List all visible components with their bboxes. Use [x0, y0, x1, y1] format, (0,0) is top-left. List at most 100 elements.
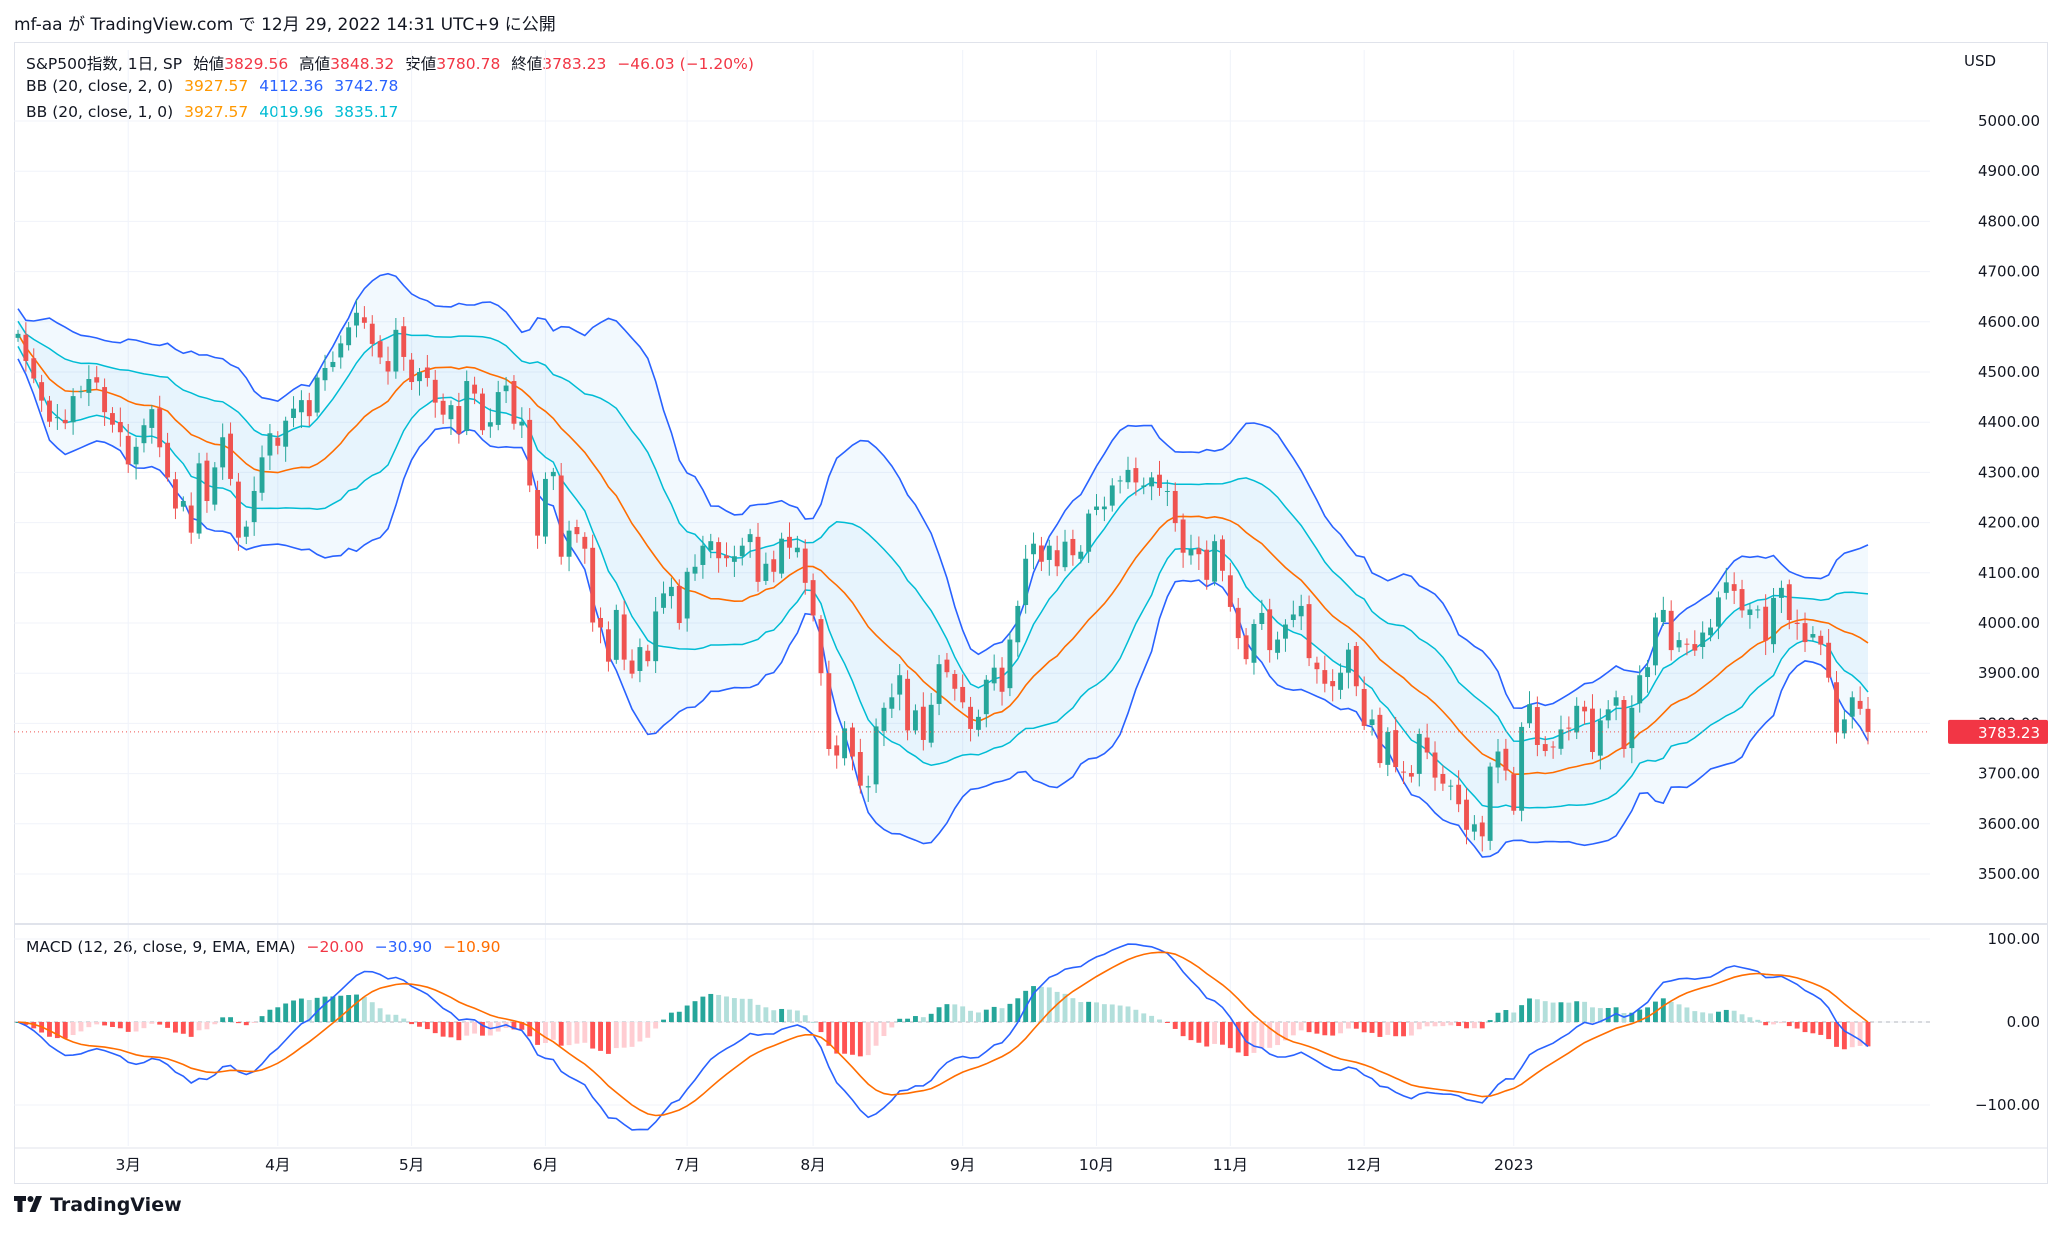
macd-histogram-bar	[605, 1022, 611, 1054]
axes: 5000.00 4900.00 4800.00 4700.00 4600.00 4500.…	[14, 112, 2048, 1174]
candle-body	[1172, 490, 1178, 524]
bb2-lower: 3742.78	[334, 77, 399, 95]
candle-body	[1227, 575, 1233, 607]
macd-histogram-bar	[637, 1022, 643, 1042]
macd-histogram-bar	[1172, 1022, 1178, 1029]
footer-brand[interactable]: TradingView	[14, 1194, 182, 1216]
candle-body	[598, 617, 603, 628]
macd-histogram-bar	[354, 994, 359, 1022]
macd-histogram-bar	[173, 1022, 178, 1033]
macd-histogram-bar	[566, 1022, 572, 1046]
candle-body	[913, 710, 918, 731]
price-tick-label: 4500.00	[1978, 363, 2040, 381]
macd-histogram-bar	[889, 1022, 895, 1028]
macd-histogram-bar	[944, 1004, 950, 1022]
candle-body	[401, 326, 407, 357]
candle-body	[346, 327, 352, 346]
candle-body	[306, 400, 312, 417]
price-tick-label: 3700.00	[1978, 765, 2040, 783]
bb2-legend[interactable]: BB (20, close, 2, 0) 3927.57 4112.36 374…	[26, 77, 404, 95]
macd-histogram-bar	[243, 1022, 249, 1026]
candle-body	[1432, 752, 1438, 778]
macd-histogram-bar	[700, 996, 706, 1022]
publish-header: mf-aa が TradingView.com で 12月 29, 2022 1…	[14, 15, 556, 35]
candle-body	[1204, 549, 1210, 580]
candle-body	[653, 611, 659, 662]
macd-histogram-bar	[724, 996, 729, 1022]
candle-body	[31, 358, 37, 379]
candle-body	[661, 593, 666, 608]
candle-body	[1086, 513, 1092, 552]
candle-body	[267, 433, 273, 456]
candle-body	[1708, 627, 1713, 636]
macd-legend[interactable]: MACD (12, 26, close, 9, EMA, EMA) −20.00…	[26, 938, 506, 956]
macd-histogram-bar	[1755, 1019, 1761, 1022]
macd-histogram-bar	[598, 1022, 603, 1051]
macd-histogram-bar	[1495, 1012, 1501, 1022]
macd-histogram-bar	[1834, 1022, 1839, 1047]
candle-body	[1629, 707, 1635, 749]
candle-body	[968, 706, 973, 729]
bb-basis-line	[17, 333, 1869, 776]
candle-body	[361, 317, 367, 323]
candle-body	[1196, 548, 1202, 555]
macd-histogram-bar	[1511, 1012, 1517, 1022]
candle-body	[1786, 584, 1792, 620]
candle-body	[1723, 582, 1729, 593]
candle-body	[881, 707, 887, 731]
macd-histogram-bar	[826, 1022, 832, 1046]
macd-histogram-bar	[558, 1022, 564, 1046]
macd-histogram-bar	[574, 1022, 580, 1044]
candle-body	[708, 541, 714, 551]
macd-histogram-bar	[1424, 1022, 1430, 1027]
macd-histogram-bar	[1542, 1001, 1548, 1022]
candle-body	[1393, 730, 1399, 768]
macd-histogram-bar	[283, 1003, 289, 1022]
candle-body	[1527, 704, 1532, 724]
candle-body	[1330, 681, 1336, 687]
macd-histogram-bar	[125, 1022, 131, 1032]
macd-histogram-bar	[235, 1022, 241, 1024]
macd-histogram-bar	[653, 1022, 659, 1029]
macd-histogram-bar	[1054, 991, 1060, 1022]
macd-histogram-bar	[196, 1022, 202, 1031]
candle-body	[857, 752, 863, 786]
time-tick-label: 11月	[1213, 1156, 1248, 1174]
price-tick-label: 3500.00	[1978, 865, 2040, 883]
macd-histogram-bar	[1857, 1022, 1863, 1046]
macd-histogram-bar	[550, 1022, 556, 1040]
macd-histogram-bar	[275, 1007, 281, 1022]
time-tick-label: 4月	[265, 1156, 290, 1174]
candle-body	[1149, 477, 1155, 487]
candle-body	[1109, 485, 1115, 506]
macd-histogram-bar	[692, 1001, 698, 1022]
candle-body	[621, 614, 627, 660]
candle-body	[275, 437, 281, 446]
macd-histogram-bar	[417, 1022, 422, 1027]
macd-histogram-bar	[1668, 1001, 1674, 1022]
macd-histogram-bar	[535, 1022, 541, 1045]
macd-histogram-bar	[1731, 1010, 1737, 1022]
candle-body	[1298, 605, 1304, 617]
price-tick-label: 3600.00	[1978, 815, 2040, 833]
candle-body	[802, 548, 808, 583]
macd-pane	[15, 943, 1871, 1131]
macd-histogram-bar	[1613, 1007, 1619, 1022]
candle-body	[1503, 748, 1509, 771]
candle-body	[1487, 766, 1493, 841]
candle-body	[889, 697, 895, 709]
candle-body	[1841, 719, 1847, 734]
bb1-lower: 3835.17	[334, 103, 399, 121]
macd-histogram-bar	[1157, 1019, 1162, 1022]
macd-histogram-bar	[1818, 1022, 1824, 1035]
bb1-legend[interactable]: BB (20, close, 1, 0) 3927.57 4019.96 383…	[26, 103, 404, 121]
candle-body	[1220, 539, 1225, 571]
open-label: 始値	[193, 55, 225, 73]
candle-body	[865, 786, 871, 788]
candle-body	[1401, 771, 1406, 773]
close-value: 3783.23	[542, 55, 607, 73]
macd-histogram-bar	[432, 1022, 438, 1034]
symbol-title[interactable]: S&P500指数, 1日, SP	[26, 55, 183, 73]
candle-body	[1747, 609, 1753, 615]
